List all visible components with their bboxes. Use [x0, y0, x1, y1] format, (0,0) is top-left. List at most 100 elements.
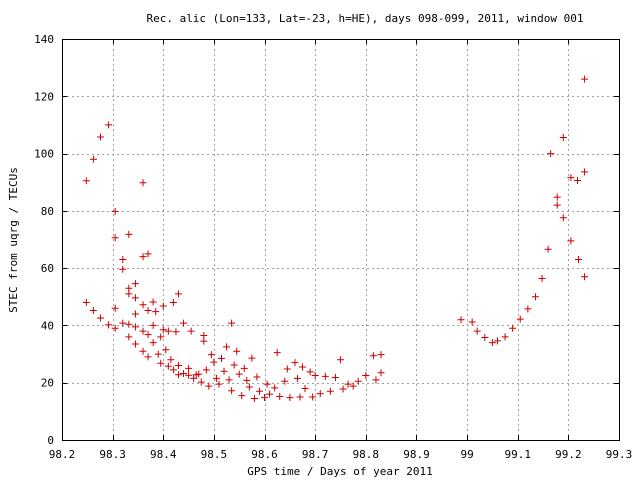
data-point — [164, 327, 172, 335]
data-point — [139, 253, 147, 261]
data-point — [233, 347, 241, 355]
data-point — [89, 155, 97, 163]
data-point — [131, 280, 139, 288]
data-point — [111, 324, 119, 332]
data-point — [164, 362, 172, 370]
data-point — [139, 179, 147, 187]
data-point — [139, 327, 147, 335]
data-point — [261, 394, 269, 402]
data-point — [144, 250, 152, 258]
data-point — [516, 315, 524, 323]
y-axis-title: STEC from uqrg / TECUs — [7, 167, 20, 313]
data-point — [286, 394, 294, 402]
data-point — [105, 121, 113, 129]
data-point — [157, 333, 165, 341]
data-point — [205, 382, 213, 390]
data-point — [125, 230, 133, 238]
data-point — [248, 354, 256, 362]
grid-layer — [62, 39, 619, 440]
data-point — [190, 374, 198, 382]
data-point — [567, 237, 575, 245]
data-point — [195, 370, 203, 378]
data-point — [553, 193, 561, 201]
data-point — [139, 347, 147, 355]
data-point — [263, 380, 271, 388]
data-point — [230, 361, 238, 369]
data-point — [180, 319, 188, 327]
data-point — [240, 364, 248, 372]
data-point — [331, 374, 339, 382]
x-tick-label: 98.7 — [302, 448, 329, 461]
data-point — [273, 349, 281, 357]
data-point — [82, 177, 90, 185]
data-point — [144, 331, 152, 339]
data-point — [276, 392, 284, 400]
x-tick-label: 99.3 — [606, 448, 633, 461]
data-point — [82, 299, 90, 307]
data-point — [220, 367, 228, 375]
data-point — [243, 376, 251, 384]
data-point — [125, 320, 133, 328]
x-tick-label: 98.2 — [49, 448, 76, 461]
data-point — [255, 387, 263, 395]
data-point — [311, 372, 319, 380]
data-point — [187, 327, 195, 335]
data-point — [377, 351, 385, 359]
data-point — [210, 358, 218, 366]
data-point — [119, 256, 127, 264]
y-tick-label: 20 — [41, 377, 54, 390]
data-point — [169, 299, 177, 307]
data-point — [225, 376, 233, 384]
x-tick-label: 98.4 — [150, 448, 177, 461]
data-point — [301, 384, 309, 392]
data-point — [212, 374, 220, 382]
data-point — [281, 377, 289, 385]
tick-layer: 98.2 98.3 98.4 98.5 98.6 98.7 98.8 98.9 99 99.1 99… — [34, 33, 632, 461]
data-point — [481, 333, 489, 341]
data-point — [131, 294, 139, 302]
data-point — [159, 326, 167, 334]
data-point — [296, 393, 304, 401]
data-point — [131, 323, 139, 331]
data-point — [144, 353, 152, 361]
data-point — [185, 371, 193, 379]
data-point — [131, 310, 139, 318]
data-point — [468, 318, 476, 326]
data-point — [218, 354, 226, 362]
data-point — [344, 380, 352, 388]
data-point — [149, 321, 157, 329]
data-point — [501, 333, 509, 341]
data-point — [299, 363, 307, 371]
data-point — [581, 168, 589, 176]
data-point — [119, 265, 127, 273]
data-point — [581, 75, 589, 83]
y-tick-label: 80 — [41, 205, 54, 218]
x-tick-label: 98.9 — [403, 448, 430, 461]
data-point — [162, 346, 170, 354]
data-point — [149, 298, 157, 306]
data-point — [321, 372, 329, 380]
data-point — [215, 380, 223, 388]
data-point — [111, 234, 119, 242]
data-point — [473, 327, 481, 335]
data-point — [125, 290, 133, 298]
data-point — [172, 328, 180, 336]
data-point — [293, 374, 301, 382]
data-point — [337, 356, 344, 364]
data-point — [283, 365, 291, 373]
data-point — [245, 383, 253, 391]
data-point — [152, 308, 160, 316]
data-point — [235, 370, 243, 378]
data-point — [573, 176, 581, 184]
data-point — [253, 373, 261, 381]
data-point — [574, 256, 582, 264]
y-tick-label: 120 — [34, 90, 54, 103]
y-tick-label: 140 — [34, 33, 54, 46]
data-point — [159, 302, 167, 310]
x-tick-label: 98.5 — [201, 448, 228, 461]
data-point — [538, 274, 546, 282]
data-point — [457, 316, 465, 324]
data-point — [174, 371, 182, 379]
